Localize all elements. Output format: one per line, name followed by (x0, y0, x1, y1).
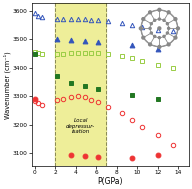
Circle shape (158, 8, 161, 11)
Y-axis label: Wavenumber (cm⁻¹): Wavenumber (cm⁻¹) (3, 51, 11, 119)
Text: Local
depressur-
isation: Local depressur- isation (66, 118, 95, 134)
Circle shape (166, 32, 168, 34)
Bar (55, 3, 106, 166)
Circle shape (176, 27, 179, 30)
Circle shape (149, 27, 151, 29)
Circle shape (167, 11, 170, 14)
Circle shape (166, 23, 168, 25)
Circle shape (167, 43, 170, 46)
Circle shape (158, 18, 160, 20)
Circle shape (150, 23, 152, 25)
Circle shape (154, 35, 156, 37)
Circle shape (149, 43, 151, 46)
Circle shape (174, 18, 177, 21)
Circle shape (142, 36, 145, 39)
Circle shape (158, 27, 161, 30)
Circle shape (163, 35, 165, 37)
Circle shape (149, 11, 151, 14)
X-axis label: P(GPa): P(GPa) (97, 177, 123, 186)
Circle shape (154, 19, 156, 21)
Circle shape (158, 46, 161, 48)
Circle shape (142, 18, 145, 21)
Circle shape (150, 32, 152, 34)
Circle shape (174, 36, 177, 39)
Circle shape (163, 19, 165, 21)
Circle shape (139, 27, 142, 30)
Circle shape (158, 37, 160, 39)
Circle shape (168, 27, 170, 29)
